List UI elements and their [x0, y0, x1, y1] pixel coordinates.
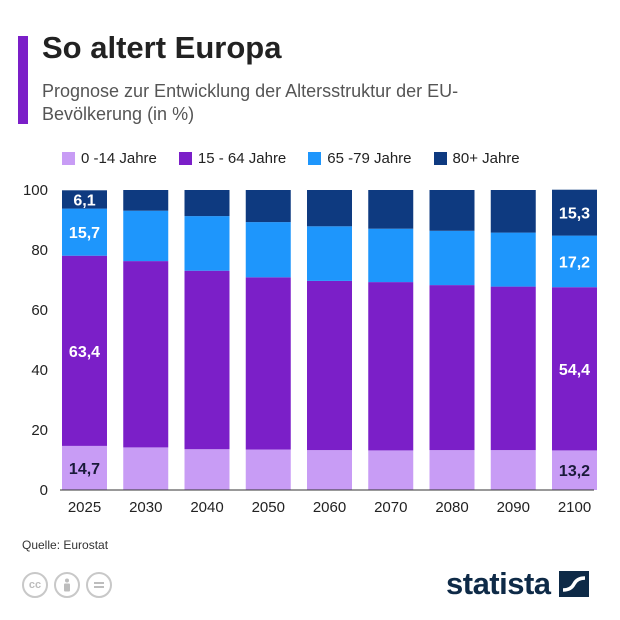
bar-segment — [490, 190, 536, 233]
x-tick-label: 2090 — [497, 499, 530, 516]
bar-segment — [245, 277, 291, 450]
bar-segment — [62, 190, 107, 209]
bar-segment — [245, 190, 291, 223]
data-label: 13,2 — [559, 463, 590, 480]
legend-item: 80+ Jahre — [433, 150, 520, 167]
y-tick-label: 20 — [31, 422, 48, 439]
bar-segment — [368, 228, 414, 283]
data-label: 6,1 — [73, 192, 95, 209]
bar-segment — [123, 190, 169, 211]
legend-item: 0 -14 Jahre — [62, 150, 157, 167]
bar-segment — [123, 261, 169, 448]
data-label: 15,7 — [69, 225, 100, 242]
bar-segment — [62, 445, 107, 490]
legend-label: 80+ Jahre — [452, 150, 520, 167]
bar-segment — [307, 450, 352, 490]
legend-swatch — [433, 152, 447, 165]
data-label: 54,4 — [559, 362, 590, 379]
source-note: Quelle: Eurostat — [22, 538, 109, 552]
legend-label: 0 -14 Jahre — [81, 150, 157, 167]
legend-label: 15 - 64 Jahre — [197, 150, 287, 167]
no-derivatives-icon[interactable] — [86, 572, 112, 598]
bar-segment — [429, 450, 475, 490]
bar-segment — [184, 216, 230, 271]
x-tick-label: 2050 — [252, 499, 285, 516]
statista-logo-icon — [558, 571, 589, 597]
bar-segment — [184, 190, 230, 217]
bar-segment — [552, 235, 597, 288]
bar-segment — [552, 450, 597, 490]
bar-segment — [552, 287, 597, 451]
data-label: 17,2 — [559, 254, 590, 271]
legend-swatch — [178, 152, 192, 165]
legend-item: 65 -79 Jahre — [308, 150, 412, 167]
y-tick-label: 100 — [23, 182, 48, 199]
bar-segment — [62, 255, 107, 446]
bar-segment — [123, 210, 169, 262]
bar-segment — [245, 222, 291, 278]
license-icons: cc — [22, 572, 112, 598]
chart-legend: 0 -14 Jahre 15 - 64 Jahre 65 -79 Jahre 80+ … — [62, 150, 520, 167]
x-tick-label: 2070 — [374, 499, 407, 516]
bar-segment — [490, 286, 536, 451]
x-tick-label: 2060 — [313, 499, 346, 516]
bar-segment — [62, 208, 107, 256]
legend-item: 15 - 64 Jahre — [178, 150, 287, 167]
y-tick-label: 60 — [31, 302, 48, 319]
bar-segment — [307, 280, 352, 451]
bar-segment — [307, 190, 352, 227]
bar-segment — [552, 189, 597, 236]
x-tick-label: 2030 — [129, 499, 162, 516]
bar-segment — [429, 285, 475, 451]
x-tick-label: 2025 — [68, 499, 101, 516]
bar-segment — [123, 447, 169, 490]
legend-swatch — [308, 152, 322, 165]
bar-segment — [307, 226, 352, 281]
bar-segment — [429, 230, 475, 286]
y-tick-label: 40 — [31, 362, 48, 379]
data-label: 14,7 — [69, 461, 100, 478]
y-tick-label: 80 — [31, 242, 48, 259]
bar-segment — [490, 232, 536, 287]
x-tick-label: 2080 — [435, 499, 468, 516]
chart-subtitle: Prognose zur Entwicklung der Altersstruk… — [42, 81, 459, 124]
y-tick-label: 0 — [40, 482, 48, 499]
bar-segment — [368, 282, 414, 451]
bar-segment — [245, 449, 291, 490]
statista-brand[interactable]: statista — [446, 566, 589, 602]
chart-title: So altert Europa — [42, 30, 282, 65]
bar-segment — [368, 450, 414, 490]
data-label: 15,3 — [559, 206, 590, 223]
x-tick-label: 2100 — [558, 499, 591, 516]
data-label: 63,4 — [69, 344, 100, 361]
bar-segment — [184, 449, 230, 490]
bar-segment — [184, 270, 230, 450]
cc-icon[interactable]: cc — [22, 572, 48, 598]
title-accent-bar — [18, 36, 28, 124]
attribution-icon[interactable] — [54, 572, 80, 598]
x-tick-label: 2040 — [190, 499, 223, 516]
legend-label: 65 -79 Jahre — [327, 150, 412, 167]
brand-name: statista — [446, 566, 551, 601]
bar-segment — [429, 190, 475, 231]
legend-swatch — [62, 152, 75, 165]
bar-segment — [490, 450, 536, 490]
bar-segment — [368, 190, 414, 229]
